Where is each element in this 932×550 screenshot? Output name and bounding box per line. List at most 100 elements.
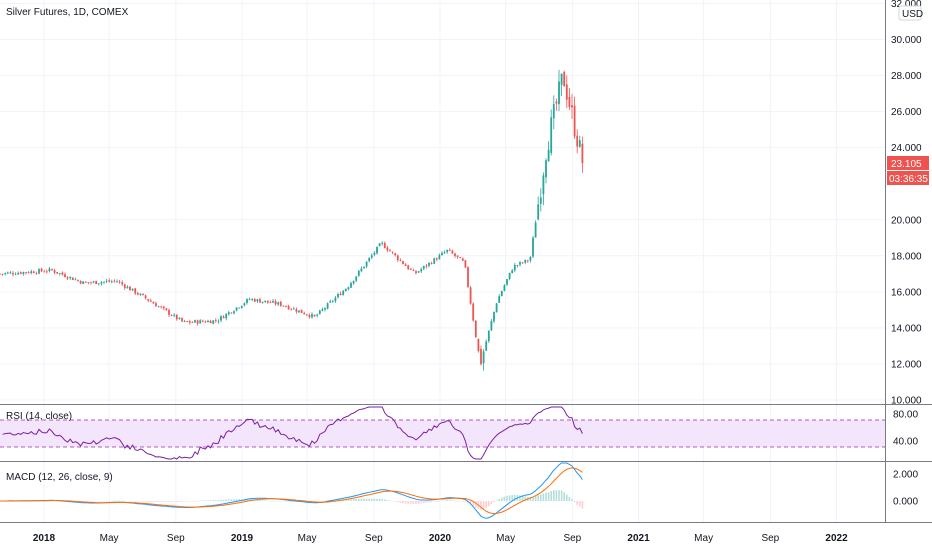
candle-body [344,288,347,292]
candle-body [238,307,241,309]
candle-body [79,280,82,284]
price-pane[interactable] [0,0,885,404]
time-tick-10: May [694,533,713,544]
time-axis[interactable]: 2018 May Sep 2019 May Sep 2020 May Sep 2021 May Sep… [33,533,848,544]
macd-hist-bar [417,501,420,504]
time-tick-9: 2021 [627,533,650,544]
macd-hist-bar [160,501,162,502]
macd-hist-bar [521,495,524,501]
candle-body [300,309,303,313]
macd-hist-bar [472,501,474,507]
candle-body [14,274,17,276]
macd-hist-bar [90,501,92,502]
candle-body [90,282,92,284]
macd-hist-bar [345,499,347,501]
time-tick-3: 2019 [231,533,254,544]
macd-title[interactable]: MACD (12, 26, close, 9) [6,472,113,483]
candle-body [350,282,352,288]
candle-body [461,258,464,261]
macd-pane[interactable] [0,462,885,522]
candle-body [389,250,391,252]
candle-body [290,308,293,310]
candle-body [183,321,186,322]
macd-hist-bar [217,500,220,501]
candle-body [269,302,272,303]
candle-body [126,286,129,289]
macd-hist-bar [264,500,266,501]
candle-body [581,143,584,164]
macd-hist-bar [355,498,357,501]
candle-body [519,262,521,265]
macd-hist-bar [425,501,428,503]
macd-hist-bar [51,500,53,502]
candle-body [550,117,553,153]
price-axis[interactable]: 32.000 30.000 28.000 26.000 24.000 20.000 18.0… [891,0,922,407]
candle-body [27,272,30,273]
price-tick-5: 20.000 [891,215,922,226]
macd-hist-bar [579,501,581,507]
candle-body [474,320,477,338]
currency-badge[interactable] [898,5,922,21]
candle-body [113,280,116,282]
macd-hist-bar [220,499,222,501]
macd-hist-bar [555,490,558,501]
candle-body [334,297,337,302]
macd-hist-bar [111,500,113,502]
rsi-title[interactable]: RSI (14, close) [6,411,72,422]
candle-body [532,237,534,257]
candle-body [391,251,394,253]
macd-hist-bar [514,494,516,501]
macd-hist-bar [105,500,108,502]
candle-body [381,242,384,244]
countdown-badge [887,171,929,185]
candle-body [355,276,358,281]
candle-body [38,269,40,274]
macd-hist-bar [178,501,181,502]
price-tick-10: 10.000 [891,396,922,407]
candle-body [409,268,412,270]
candle-body [490,320,493,331]
candle-body [129,286,131,291]
macd-hist-bar [485,501,487,508]
candle-body [464,260,467,268]
candle-body [220,316,222,321]
macd-hist-bar [129,501,131,502]
candle-body [285,306,287,308]
rsi-tick-0: 80.00 [893,410,918,421]
candle-body [578,140,581,147]
macd-hist-bar [576,501,578,505]
macd-hist-bar [350,499,352,501]
macd-hist-bar [212,500,214,501]
candle-body [454,253,456,256]
candle-body [404,264,407,267]
macd-hist-bar [209,500,212,501]
candle-body [100,282,103,284]
candle-body [149,300,152,302]
candle-body [248,299,251,301]
last-price-badge [887,156,929,170]
macd-hist-bar [186,501,188,502]
candle-body [352,280,355,284]
candle-body [178,317,181,320]
candle-body [482,351,485,364]
macd-hist-bar [571,499,573,501]
candle-body [487,330,490,342]
macd-hist-bar [363,498,365,501]
rsi-axis: 80.00 40.00 [893,410,918,448]
candle-body [365,261,368,267]
candle-body [53,270,56,273]
macd-hist-bar [230,499,233,501]
price-tick-2: 28.000 [891,71,922,82]
macd-axis: 2.000 0.000 [893,470,918,508]
candle-body [425,265,428,267]
macd-hist-bar [280,501,282,502]
macd-hist-bar [95,501,97,502]
candle-body [152,302,155,304]
macd-hist-bar [282,501,285,502]
macd-hist-bar [285,501,287,502]
symbol-title[interactable]: Silver Futures, 1D, COMEX [6,7,129,18]
macd-hist-bar [420,501,422,504]
candle-body [373,252,376,255]
candle-body [246,299,248,304]
